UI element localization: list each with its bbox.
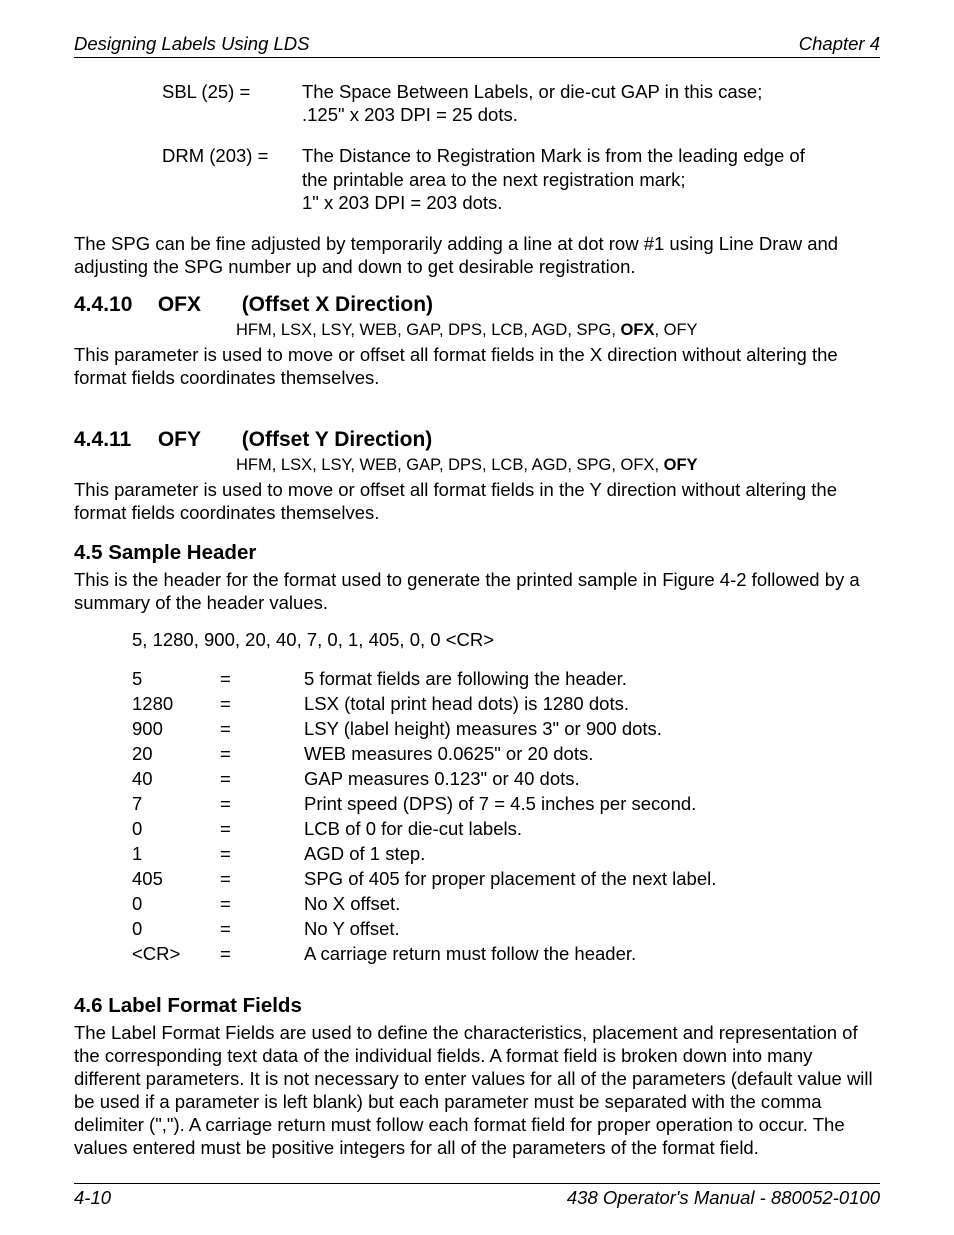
table-row: 0 = LCB of 0 for die-cut labels. — [132, 817, 880, 842]
value-desc: WEB measures 0.0625" or 20 dots. — [304, 742, 880, 767]
footer-right: 438 Operator's Manual - 880052-0100 — [567, 1186, 880, 1209]
param-line-bold: OFY — [664, 456, 698, 474]
definition-desc: The Space Between Labels, or die-cut GAP… — [302, 80, 880, 126]
table-row: 405 = SPG of 405 for proper placement of… — [132, 867, 880, 892]
definition-row: SBL (25) = The Space Between Labels, or … — [162, 80, 880, 126]
definition-label: DRM (203) = — [162, 144, 302, 213]
value-desc: No Y offset. — [304, 917, 880, 942]
value-desc: No X offset. — [304, 892, 880, 917]
value-label: 1 — [132, 842, 220, 867]
section-abbr: OFY — [158, 427, 236, 453]
value-desc: 5 format fields are following the header… — [304, 667, 880, 692]
header-left: Designing Labels Using LDS — [74, 32, 310, 55]
definition-label: SBL (25) = — [162, 80, 302, 126]
table-row: 0 = No X offset. — [132, 892, 880, 917]
section-heading-sample: 4.5 Sample Header — [74, 540, 880, 566]
section-title: (Offset X Direction) — [242, 293, 433, 316]
value-label: 900 — [132, 717, 220, 742]
value-eq: = — [220, 817, 304, 842]
value-label: 0 — [132, 892, 220, 917]
table-row: 1 = AGD of 1 step. — [132, 842, 880, 867]
table-row: 0 = No Y offset. — [132, 917, 880, 942]
sample-header-code: 5, 1280, 900, 20, 40, 7, 0, 1, 405, 0, 0… — [132, 628, 880, 651]
table-row: 20 = WEB measures 0.0625" or 20 dots. — [132, 742, 880, 767]
definition-desc: The Distance to Registration Mark is fro… — [302, 144, 880, 213]
section-body-ofy: This parameter is used to move or offset… — [74, 478, 880, 524]
paragraph-spg: The SPG can be fine adjusted by temporar… — [74, 232, 880, 278]
param-line-pre: HFM, LSX, LSY, WEB, GAP, DPS, LCB, AGD, … — [236, 456, 664, 474]
value-desc: LCB of 0 for die-cut labels. — [304, 817, 880, 842]
definition-line: The Space Between Labels, or die-cut GAP… — [302, 81, 762, 102]
value-desc: SPG of 405 for proper placement of the n… — [304, 867, 880, 892]
definition-line: .125" x 203 DPI = 25 dots. — [302, 104, 518, 125]
value-desc: LSY (label height) measures 3" or 900 do… — [304, 717, 880, 742]
value-eq: = — [220, 717, 304, 742]
value-desc: A carriage return must follow the header… — [304, 942, 880, 967]
section-body-ofx: This parameter is used to move or offset… — [74, 343, 880, 389]
table-row: 7 = Print speed (DPS) of 7 = 4.5 inches … — [132, 792, 880, 817]
value-eq: = — [220, 842, 304, 867]
section-heading-ofy: 4.4.11 OFY (Offset Y Direction) — [74, 427, 880, 453]
table-row: <CR> = A carriage return must follow the… — [132, 942, 880, 967]
param-line-ofx: HFM, LSX, LSY, WEB, GAP, DPS, LCB, AGD, … — [74, 320, 880, 341]
value-desc: AGD of 1 step. — [304, 842, 880, 867]
value-eq: = — [220, 667, 304, 692]
value-desc: Print speed (DPS) of 7 = 4.5 inches per … — [304, 792, 880, 817]
value-eq: = — [220, 867, 304, 892]
value-eq: = — [220, 942, 304, 967]
value-eq: = — [220, 742, 304, 767]
value-label: 20 — [132, 742, 220, 767]
param-line-ofy: HFM, LSX, LSY, WEB, GAP, DPS, LCB, AGD, … — [74, 455, 880, 476]
section-body-lff: The Label Format Fields are used to defi… — [74, 1021, 880, 1160]
table-row: 40 = GAP measures 0.123" or 40 dots. — [132, 767, 880, 792]
value-eq: = — [220, 767, 304, 792]
section-intro-sample: This is the header for the format used t… — [74, 568, 880, 614]
value-label: 5 — [132, 667, 220, 692]
value-eq: = — [220, 892, 304, 917]
section-title: (Offset Y Direction) — [242, 428, 433, 451]
param-line-post: , OFY — [654, 321, 697, 339]
table-row: 1280 = LSX (total print head dots) is 12… — [132, 692, 880, 717]
footer-left: 4-10 — [74, 1186, 111, 1209]
param-line-pre: HFM, LSX, LSY, WEB, GAP, DPS, LCB, AGD, … — [236, 321, 621, 339]
value-label: <CR> — [132, 942, 220, 967]
header-right: Chapter 4 — [799, 32, 880, 55]
table-row: 900 = LSY (label height) measures 3" or … — [132, 717, 880, 742]
value-label: 405 — [132, 867, 220, 892]
section-heading-ofx: 4.4.10 OFX (Offset X Direction) — [74, 292, 880, 318]
value-eq: = — [220, 917, 304, 942]
table-row: 5 = 5 format fields are following the he… — [132, 667, 880, 692]
page-header: Designing Labels Using LDS Chapter 4 — [74, 32, 880, 58]
param-line-bold: OFX — [621, 321, 655, 339]
definition-row: DRM (203) = The Distance to Registration… — [162, 144, 880, 213]
value-desc: LSX (total print head dots) is 1280 dots… — [304, 692, 880, 717]
value-label: 0 — [132, 817, 220, 842]
definition-line: the printable area to the next registrat… — [302, 169, 686, 190]
section-heading-lff: 4.6 Label Format Fields — [74, 993, 880, 1019]
page-footer: 4-10 438 Operator's Manual - 880052-0100 — [74, 1183, 880, 1209]
section-number: 4.4.10 — [74, 292, 152, 318]
value-label: 7 — [132, 792, 220, 817]
definition-line: The Distance to Registration Mark is fro… — [302, 145, 805, 166]
value-eq: = — [220, 792, 304, 817]
value-table: 5 = 5 format fields are following the he… — [132, 667, 880, 967]
section-abbr: OFX — [158, 292, 236, 318]
value-label: 40 — [132, 767, 220, 792]
definition-line: 1" x 203 DPI = 203 dots. — [302, 192, 502, 213]
value-label: 0 — [132, 917, 220, 942]
section-number: 4.4.11 — [74, 427, 152, 453]
value-label: 1280 — [132, 692, 220, 717]
definition-list: SBL (25) = The Space Between Labels, or … — [162, 80, 880, 214]
value-desc: GAP measures 0.123" or 40 dots. — [304, 767, 880, 792]
value-eq: = — [220, 692, 304, 717]
